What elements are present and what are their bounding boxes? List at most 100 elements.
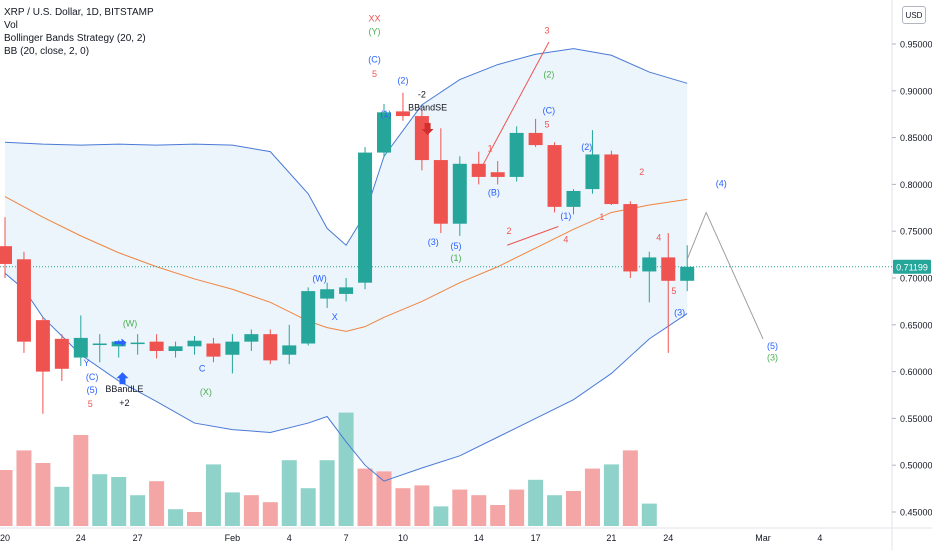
wave-label: (3) xyxy=(767,352,778,362)
y-tick-label: 0.45000 xyxy=(900,508,932,518)
y-tick-label: 0.85000 xyxy=(900,133,932,143)
candle-body xyxy=(16,259,31,342)
legend-volume: Vol xyxy=(4,20,18,31)
x-tick-label: Feb xyxy=(225,533,241,543)
legend-bb-strategy: Bollinger Bands Strategy (20, 2) xyxy=(4,33,146,44)
candle-body xyxy=(225,341,240,355)
volume-bar xyxy=(205,464,221,526)
volume-bar xyxy=(547,495,563,526)
candle-body xyxy=(528,132,543,146)
y-tick-label: 0.70000 xyxy=(900,274,932,284)
candle-body xyxy=(263,334,278,361)
x-tick-label: 20 xyxy=(0,533,10,543)
currency-button[interactable]: USD xyxy=(902,6,926,24)
projection-path xyxy=(686,211,764,340)
candle-body xyxy=(282,345,297,355)
candle-body xyxy=(73,337,88,358)
volume-bar xyxy=(187,512,202,526)
volume-bar xyxy=(338,412,354,526)
candle-body xyxy=(509,132,524,177)
candle-body xyxy=(206,343,221,357)
x-tick-label: 4 xyxy=(287,533,292,543)
wave-label: 5 xyxy=(671,286,676,296)
wave-label: (3) xyxy=(674,307,685,317)
wave-label: C xyxy=(199,364,206,374)
volume-bar xyxy=(149,481,165,526)
volume-bar xyxy=(35,463,51,526)
candle-body xyxy=(130,342,145,345)
candle-body xyxy=(680,266,695,281)
wave-label: (B) xyxy=(488,188,500,198)
wave-label: (2) xyxy=(581,142,592,152)
candle-body xyxy=(92,343,107,346)
candle-body xyxy=(320,289,335,299)
y-tick-label: 0.60000 xyxy=(900,367,932,377)
volume-bar xyxy=(224,492,240,526)
volume-bar xyxy=(319,460,335,526)
wave-label: 5 xyxy=(88,399,93,409)
wave-label: (1) xyxy=(560,211,571,221)
candle-body xyxy=(358,152,373,283)
wave-label: XX xyxy=(369,14,381,24)
wave-label: (2) xyxy=(397,75,408,85)
wave-label: (W) xyxy=(312,274,327,284)
chart-legend: XRP / U.S. Dollar, 1D, BITSTAMP Vol Boll… xyxy=(4,6,154,58)
volume-bar xyxy=(603,464,619,526)
wave-label: X xyxy=(332,312,338,322)
volume-bar xyxy=(92,474,108,526)
volume-bar xyxy=(281,460,297,526)
candle-body xyxy=(452,163,467,224)
wave-label: BBandSE xyxy=(408,102,447,112)
candle-body xyxy=(0,246,12,264)
y-tick-label: 0.50000 xyxy=(900,461,932,471)
x-tick-label: 4 xyxy=(817,533,822,543)
candle-body xyxy=(301,291,316,344)
candle-body xyxy=(187,340,202,347)
volume-bar xyxy=(0,470,13,526)
wave-label: (4) xyxy=(716,178,727,188)
volume-bar xyxy=(509,489,525,526)
volume-bar xyxy=(433,506,449,526)
candle-body xyxy=(661,257,676,281)
volume-bar xyxy=(414,485,430,526)
price-label-badge: 0.71199 xyxy=(893,259,931,274)
volume-bar xyxy=(130,495,146,526)
candle-body xyxy=(547,145,562,207)
candle-body xyxy=(623,204,638,272)
strategy-arrow-right xyxy=(114,338,127,347)
bb-basis-line xyxy=(4,196,688,332)
wave-label: (1) xyxy=(380,109,391,119)
volume-bar xyxy=(395,488,411,526)
wave-label: 4 xyxy=(656,233,661,243)
wave-label: 5 xyxy=(372,69,377,79)
x-tick-label: 7 xyxy=(344,533,349,543)
candle-body xyxy=(377,112,391,153)
plot-area: XX (Y) (C) 5 (1) (2) -2 BBandSE 3 (2) (C) 5 1 (2) (B) (… xyxy=(0,14,892,526)
x-tick-label: 24 xyxy=(76,533,86,543)
x-tick-label: 10 xyxy=(398,533,408,543)
wave-label: (1) xyxy=(451,253,462,263)
bb-upper-line xyxy=(4,48,688,247)
wave-label: 2 xyxy=(639,167,644,177)
wave-label: BBandLE xyxy=(105,384,143,394)
volume-bar xyxy=(73,435,89,526)
strategy-arrow-up xyxy=(116,372,129,385)
volume-bar xyxy=(54,486,70,526)
candle-body xyxy=(604,154,619,205)
y-tick-label: 0.95000 xyxy=(900,40,932,50)
x-tick-label: 17 xyxy=(531,533,541,543)
candle-body xyxy=(490,172,505,177)
strategy-arrow-down xyxy=(421,123,434,136)
volume-bar xyxy=(622,450,638,526)
wave-label: (C) xyxy=(543,105,556,115)
y-tick-label: 0.80000 xyxy=(900,180,932,190)
x-tick-label: 14 xyxy=(474,533,484,543)
candle-body xyxy=(395,111,410,117)
wave-label: 1 xyxy=(488,144,493,154)
wave-label: Y xyxy=(83,358,89,368)
legend-bb: BB (20, close, 2, 0) xyxy=(4,46,90,57)
volume-bar xyxy=(243,495,259,526)
wave-label: 2 xyxy=(507,226,512,236)
wave-label: (5) xyxy=(451,241,462,251)
